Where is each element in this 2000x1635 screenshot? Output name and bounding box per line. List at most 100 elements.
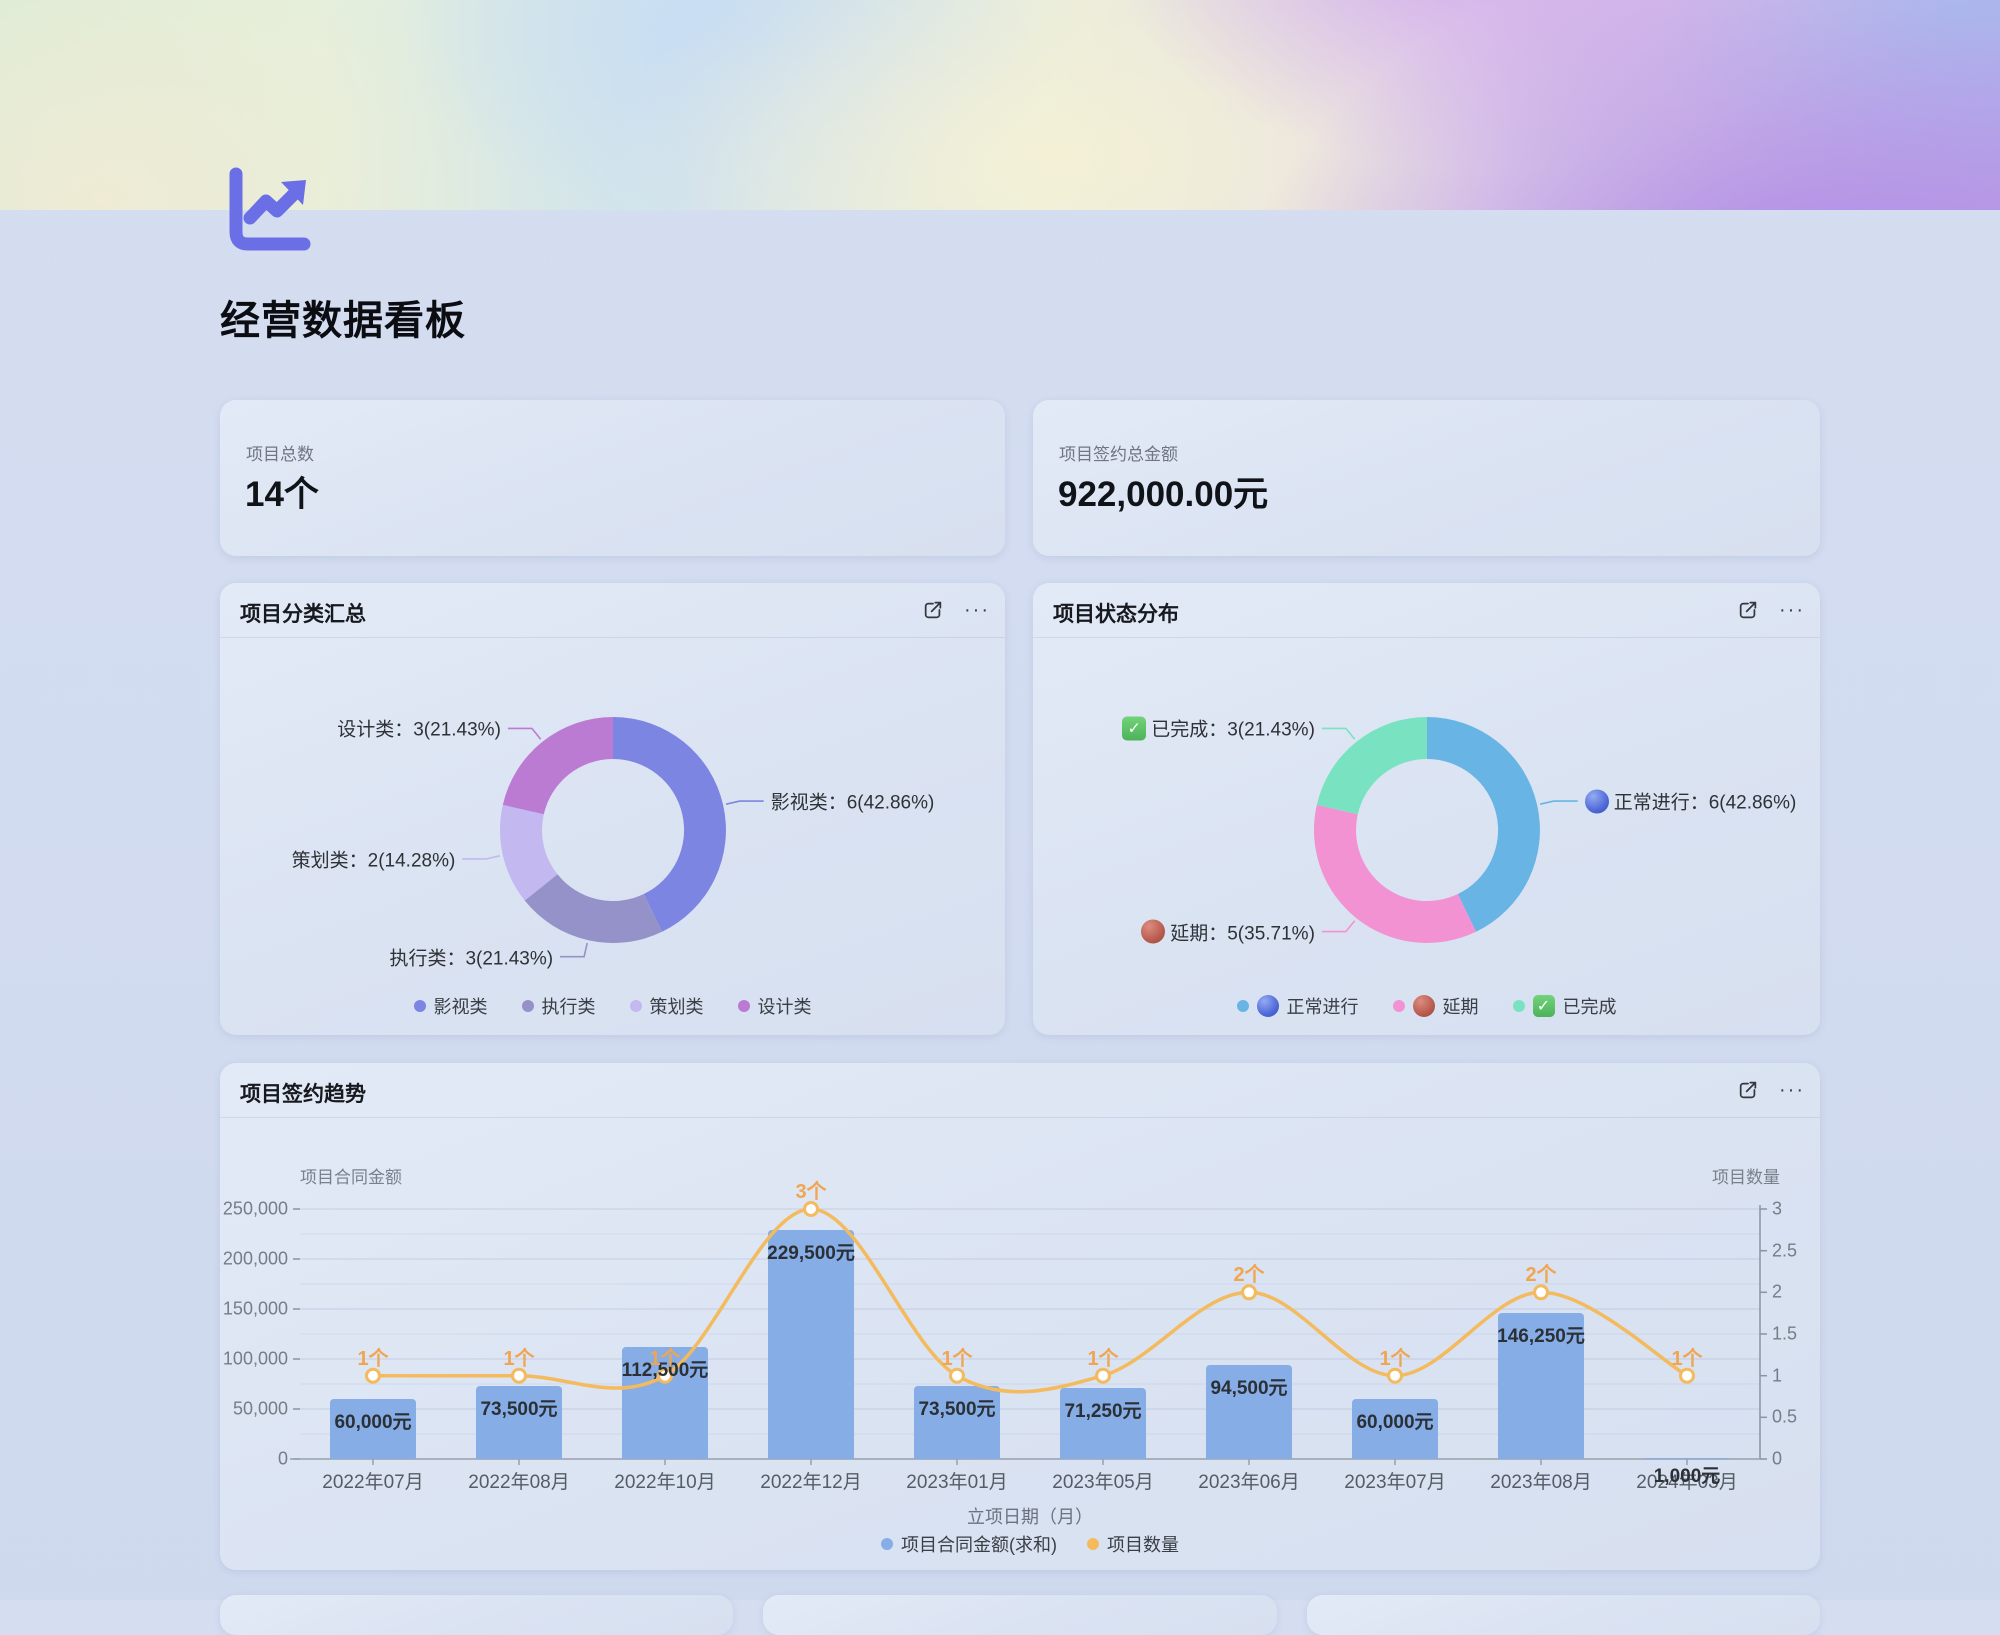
line-point-label: 1个 bbox=[941, 1347, 973, 1370]
legend-dot bbox=[1087, 1538, 1099, 1550]
stat-value: 14个 bbox=[245, 475, 319, 514]
x-axis-name: 立项日期（月） bbox=[967, 1507, 1093, 1527]
legend-dot bbox=[521, 1000, 534, 1012]
stat-card-project-count: 项目总数 14个 bbox=[220, 400, 1005, 556]
right-axis-tick: 0 bbox=[1772, 1448, 1783, 1469]
bar-value-label: 1,000元 bbox=[1653, 1466, 1721, 1487]
card-signing-trend: 项目签约趋势 ··· 60,000元 73,500元 112,500元 229,500… bbox=[220, 1063, 1820, 1570]
legend-item[interactable]: 延期 bbox=[1392, 993, 1479, 1019]
bar-2023年08月 bbox=[1498, 1312, 1584, 1459]
card-title: 项目分类汇总 bbox=[240, 603, 366, 626]
pie-callout-text: 策划类：2(14.28%) bbox=[291, 850, 456, 872]
pie-slice-callout: 已完成：3(21.43%) bbox=[1122, 715, 1315, 742]
right-axis-tick: 2.5 bbox=[1772, 1240, 1798, 1261]
more-menu-icon[interactable]: ··· bbox=[1779, 599, 1805, 621]
export-icon[interactable] bbox=[1734, 1076, 1762, 1104]
legend-label: 正常进行 bbox=[1286, 997, 1359, 1017]
card-header: 项目分类汇总 ··· bbox=[220, 583, 1005, 637]
trend-chart-legend: 项目合同金额(求和) 项目数量 bbox=[881, 1531, 1179, 1557]
pie-callout-text: 正常进行：6(42.86%) bbox=[1613, 792, 1797, 814]
bar-value-label: 229,500元 bbox=[767, 1242, 855, 1264]
card-header: 项目状态分布 ··· bbox=[1033, 583, 1820, 637]
stat-card-total-amount: 项目签约总金额 922,000.00元 bbox=[1033, 400, 1820, 556]
bar-2022年08月 bbox=[476, 1385, 562, 1459]
bar-value-label: 71,250元 bbox=[1064, 1400, 1142, 1422]
bar-value-label: 94,500元 bbox=[1210, 1377, 1288, 1399]
more-menu-icon[interactable]: ··· bbox=[1779, 1079, 1805, 1101]
x-axis-tick: 2022年12月 bbox=[760, 1472, 862, 1493]
left-axis-tick: 50,000 bbox=[232, 1398, 288, 1419]
bar-2023年01月 bbox=[914, 1385, 1000, 1459]
page-title: 经营数据看板 bbox=[220, 299, 466, 343]
legend-item[interactable]: 执行类 bbox=[521, 993, 596, 1019]
legend-dot bbox=[737, 1000, 750, 1012]
x-axis-tick: 2022年07月 bbox=[322, 1472, 424, 1493]
legend-item[interactable]: 设计类 bbox=[737, 993, 812, 1019]
divider bbox=[220, 637, 1005, 638]
header-gradient-banner bbox=[0, 0, 2000, 210]
legend-dot bbox=[629, 1000, 642, 1012]
pie-slice-callout: 执行类：3(21.43%) bbox=[389, 943, 553, 970]
right-axis-tick: 2 bbox=[1772, 1281, 1783, 1302]
bar-2022年07月 bbox=[330, 1399, 416, 1459]
card-project-status: 项目状态分布 ··· 正常进行：6(42.86%) 延期：5(35.71%) 已完成… bbox=[1033, 583, 1820, 1035]
red-circle-emoji-icon bbox=[1412, 995, 1435, 1017]
bar-2022年10月 bbox=[622, 1346, 708, 1459]
legend-label: 执行类 bbox=[541, 997, 596, 1017]
left-axis-tick: 0 bbox=[277, 1448, 288, 1469]
legend-dot bbox=[1512, 1000, 1525, 1012]
legend-item[interactable]: 项目数量 bbox=[1087, 1531, 1179, 1557]
bar-2022年12月 bbox=[768, 1229, 854, 1459]
category-donut-chart: 影视类：6(42.86%) 执行类：3(21.43%) 策划类：2(14.28%) 设… bbox=[220, 637, 1005, 985]
bar-value-label: 146,250元 bbox=[1497, 1325, 1585, 1347]
legend-dot bbox=[1392, 1000, 1405, 1012]
x-axis-tick: 2023年05月 bbox=[1052, 1472, 1154, 1493]
right-axis-tick: 3 bbox=[1772, 1198, 1783, 1219]
more-menu-icon[interactable]: ··· bbox=[964, 599, 990, 621]
x-axis-tick: 2023年01月 bbox=[906, 1472, 1008, 1493]
right-axis-tick: 1 bbox=[1772, 1365, 1783, 1386]
card-title: 项目状态分布 bbox=[1053, 603, 1179, 626]
pie-callout-text: 执行类：3(21.43%) bbox=[389, 948, 554, 970]
legend-dot bbox=[1236, 1000, 1249, 1012]
legend-dot bbox=[881, 1538, 893, 1550]
bar-value-label: 60,000元 bbox=[1356, 1412, 1434, 1433]
bottom-card-stub bbox=[220, 1595, 733, 1635]
trend-combo-chart: 60,000元 73,500元 112,500元 229,500元 73,500元 71,… bbox=[220, 1063, 1820, 1570]
right-axis-tick: 1.5 bbox=[1772, 1323, 1798, 1344]
legend-label: 延期 bbox=[1442, 997, 1479, 1017]
left-axis-tick: 200,000 bbox=[222, 1248, 288, 1269]
line-point-label: 3个 bbox=[795, 1181, 827, 1203]
bar-2023年05月 bbox=[1060, 1387, 1146, 1459]
legend-item[interactable]: 项目合同金额(求和) bbox=[881, 1531, 1057, 1557]
right-axis-name: 项目数量 bbox=[1712, 1168, 1780, 1187]
legend-label: 项目合同金额(求和) bbox=[901, 1535, 1057, 1555]
pie-slice-callout: 延期：5(35.71%) bbox=[1141, 918, 1315, 945]
bar-2024年03月 bbox=[1644, 1457, 1730, 1459]
export-icon[interactable] bbox=[919, 596, 947, 624]
stat-value: 922,000.00元 bbox=[1058, 475, 1269, 514]
blue-circle-emoji-icon bbox=[1584, 789, 1609, 814]
card-header: 项目签约趋势 ··· bbox=[220, 1063, 1820, 1117]
right-axis-tick: 0.5 bbox=[1772, 1406, 1798, 1427]
legend-item[interactable]: 已完成 bbox=[1512, 993, 1617, 1019]
export-icon[interactable] bbox=[1734, 596, 1762, 624]
line-point-label: 1个 bbox=[503, 1347, 535, 1370]
x-axis-tick: 2023年08月 bbox=[1490, 1472, 1592, 1493]
status-donut-chart: 正常进行：6(42.86%) 延期：5(35.71%) 已完成：3(21.43%) bbox=[1033, 637, 1820, 985]
legend-label: 影视类 bbox=[433, 997, 488, 1017]
stat-label: 项目总数 bbox=[246, 445, 314, 464]
pie-slice-callout: 策划类：2(14.28%) bbox=[292, 845, 456, 872]
line-point-label: 2个 bbox=[1525, 1264, 1557, 1287]
legend-item[interactable]: 影视类 bbox=[413, 993, 488, 1019]
legend-item[interactable]: 策划类 bbox=[629, 993, 704, 1019]
line-point-label: 1个 bbox=[1087, 1347, 1119, 1370]
pie-callout-text: 延期：5(35.71%) bbox=[1170, 923, 1315, 945]
card-project-category: 项目分类汇总 ··· 影视类：6(42.86%) 执行类：3(21.43%) 策划类… bbox=[220, 583, 1005, 1035]
legend-dot bbox=[413, 1000, 426, 1012]
legend-item[interactable]: 正常进行 bbox=[1236, 993, 1359, 1019]
pie-slice-callout: 设计类：3(21.43%) bbox=[337, 715, 501, 742]
status-chart-legend: 正常进行 延期 已完成 bbox=[1033, 993, 1820, 1019]
x-axis-tick: 2022年10月 bbox=[614, 1472, 716, 1493]
pie-callout-text: 已完成：3(21.43%) bbox=[1151, 719, 1315, 741]
